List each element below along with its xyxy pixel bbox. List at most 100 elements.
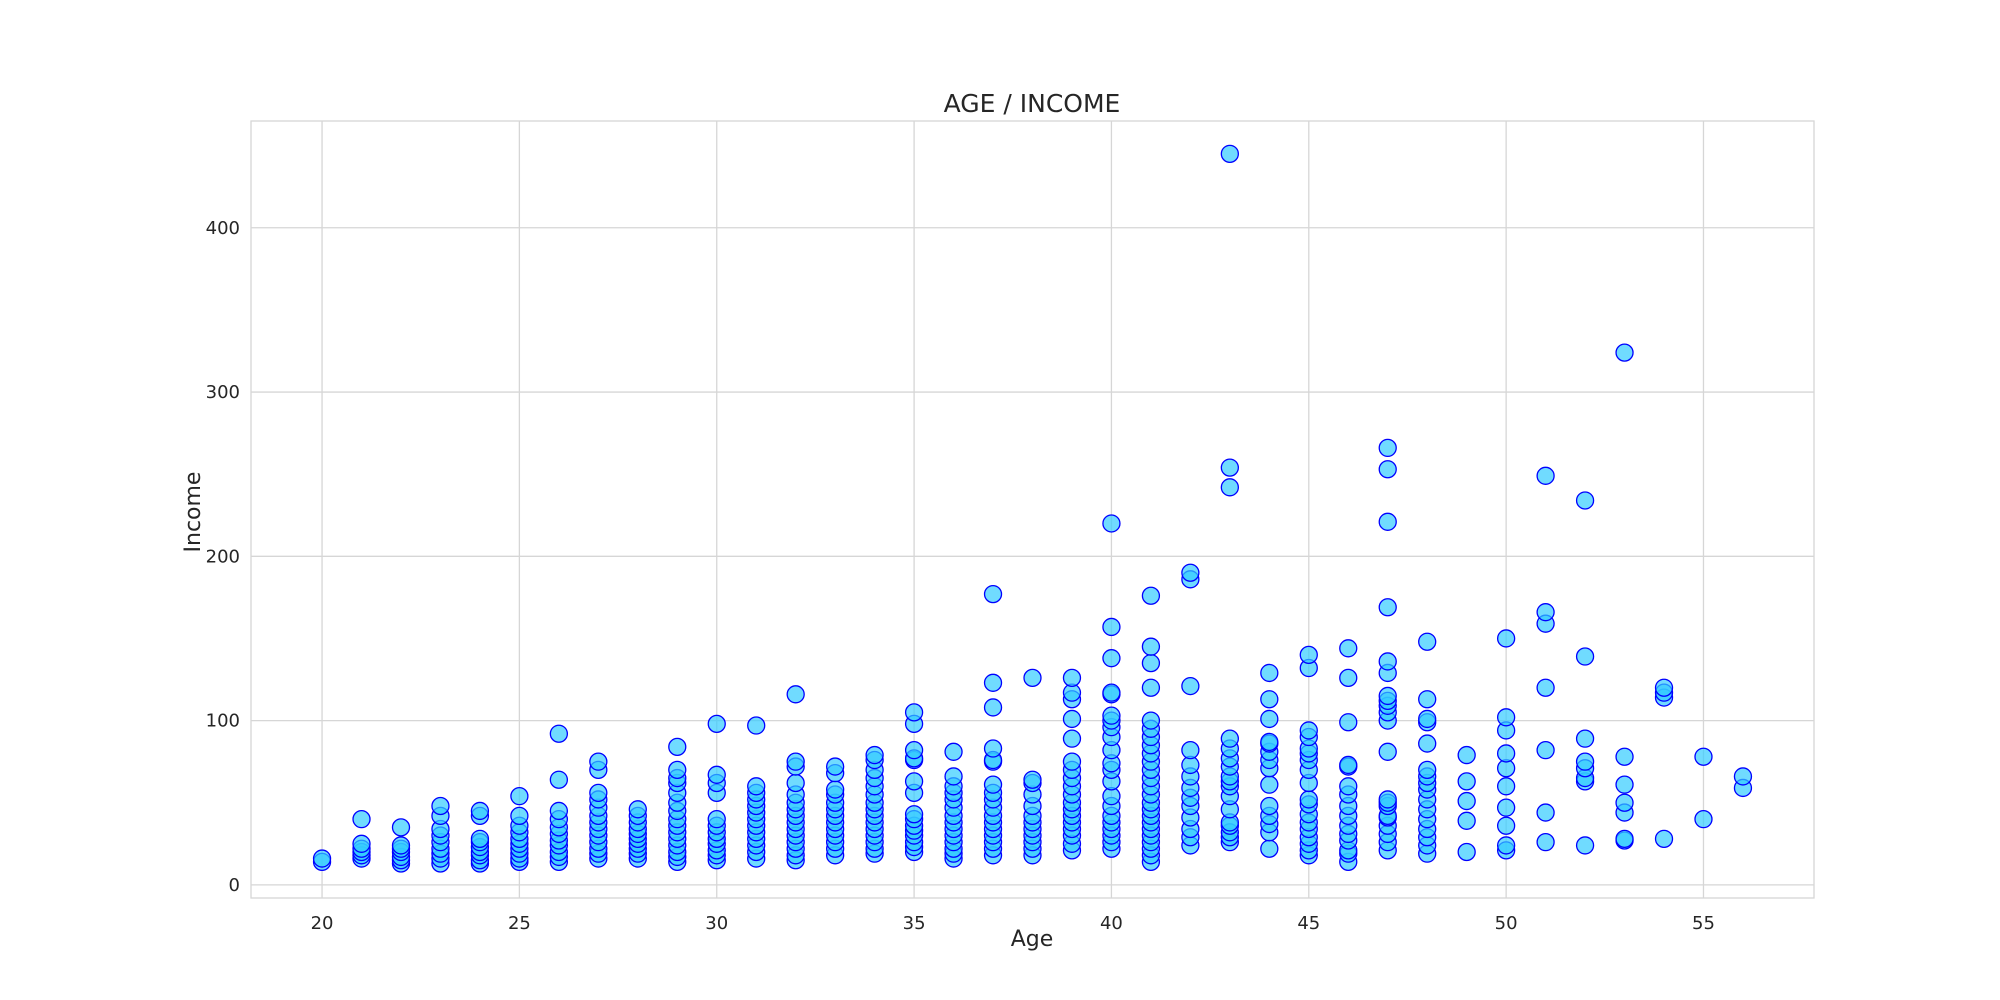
data-point <box>1220 478 1239 497</box>
x-tick-label: 45 <box>1297 913 1320 934</box>
data-point <box>1536 832 1555 852</box>
data-point <box>1220 729 1239 748</box>
data-point <box>1536 603 1555 622</box>
data-point <box>1141 586 1161 605</box>
data-point <box>983 775 1003 794</box>
data-point <box>983 584 1003 604</box>
data-point <box>786 752 805 771</box>
data-point <box>1615 747 1634 766</box>
data-point <box>1102 649 1121 668</box>
data-point <box>1378 790 1397 809</box>
data-point <box>589 752 608 771</box>
data-point <box>983 698 1003 717</box>
data-point <box>1457 772 1476 791</box>
data-point <box>1457 791 1476 811</box>
y-tick-label: 300 <box>206 382 240 403</box>
data-point <box>1378 686 1397 706</box>
data-point <box>1575 836 1595 855</box>
data-point <box>1299 721 1318 740</box>
data-point <box>1496 629 1516 648</box>
y-tick-labels: 0 100 200 300 400 <box>206 218 240 896</box>
data-point <box>1536 678 1555 697</box>
data-point <box>707 765 726 784</box>
data-point <box>944 767 963 786</box>
data-point <box>1260 690 1279 709</box>
data-point <box>1694 810 1713 829</box>
data-point <box>628 800 647 819</box>
data-points <box>312 144 1753 873</box>
data-point <box>1102 617 1121 637</box>
data-point <box>826 780 845 799</box>
data-point <box>1141 678 1161 697</box>
data-point <box>1220 458 1239 477</box>
data-point <box>983 673 1003 692</box>
data-point <box>1102 514 1121 533</box>
data-point <box>1141 637 1161 656</box>
data-point <box>904 703 924 722</box>
data-point <box>1575 752 1595 771</box>
data-point <box>1339 755 1358 775</box>
y-tick-label: 400 <box>206 218 240 239</box>
data-point <box>1418 709 1437 729</box>
data-point <box>1654 829 1674 849</box>
data-point <box>549 724 569 743</box>
data-point <box>589 783 608 803</box>
data-point <box>1575 647 1595 666</box>
y-tick-label: 100 <box>206 711 240 732</box>
data-point <box>1141 653 1161 673</box>
x-tick-label: 30 <box>705 913 728 934</box>
data-point <box>549 770 569 789</box>
data-point <box>1418 632 1437 651</box>
data-point <box>391 818 411 837</box>
data-point <box>1062 729 1082 748</box>
data-point <box>1181 563 1200 582</box>
data-point <box>1496 816 1516 835</box>
data-point <box>1023 668 1042 688</box>
data-point <box>352 834 371 853</box>
data-point <box>1181 676 1200 696</box>
data-point <box>1536 466 1555 485</box>
data-point <box>1102 706 1121 725</box>
x-tick-label: 25 <box>508 913 531 934</box>
x-tick-labels: 20 25 30 35 40 45 50 55 <box>311 913 1715 934</box>
y-axis-label: Income <box>181 472 206 553</box>
data-point <box>1181 741 1200 760</box>
data-point <box>1260 796 1279 816</box>
y-tick-label: 200 <box>206 546 240 567</box>
data-point <box>1260 839 1279 858</box>
data-point <box>1102 683 1121 702</box>
data-point <box>1615 793 1634 812</box>
data-point <box>707 714 726 734</box>
data-point <box>1378 742 1397 761</box>
data-point <box>352 810 371 829</box>
data-point <box>510 787 529 806</box>
data-point <box>1062 668 1082 688</box>
x-tick-label: 55 <box>1692 913 1715 934</box>
data-point <box>1339 639 1358 658</box>
data-point <box>826 757 845 776</box>
x-axis-label: Age <box>1011 927 1054 952</box>
data-point <box>1260 663 1279 683</box>
data-point <box>1418 734 1437 753</box>
data-point <box>1575 729 1595 748</box>
data-point <box>1615 343 1634 362</box>
data-point <box>1299 790 1318 809</box>
data-point <box>1536 741 1555 760</box>
data-point <box>707 810 726 829</box>
data-point <box>1378 512 1397 531</box>
data-point <box>1220 144 1239 164</box>
data-point <box>904 772 924 791</box>
data-point <box>1457 745 1476 765</box>
data-point <box>1615 775 1634 794</box>
data-point <box>1062 709 1082 729</box>
data-point <box>983 739 1003 758</box>
x-tick-label: 20 <box>311 913 334 934</box>
data-point <box>1496 798 1516 817</box>
data-point <box>1339 668 1358 688</box>
x-tick-label: 50 <box>1495 913 1518 934</box>
data-point <box>1023 770 1042 789</box>
x-tick-label: 35 <box>903 913 926 934</box>
data-point <box>865 745 884 765</box>
data-point <box>1378 438 1397 458</box>
